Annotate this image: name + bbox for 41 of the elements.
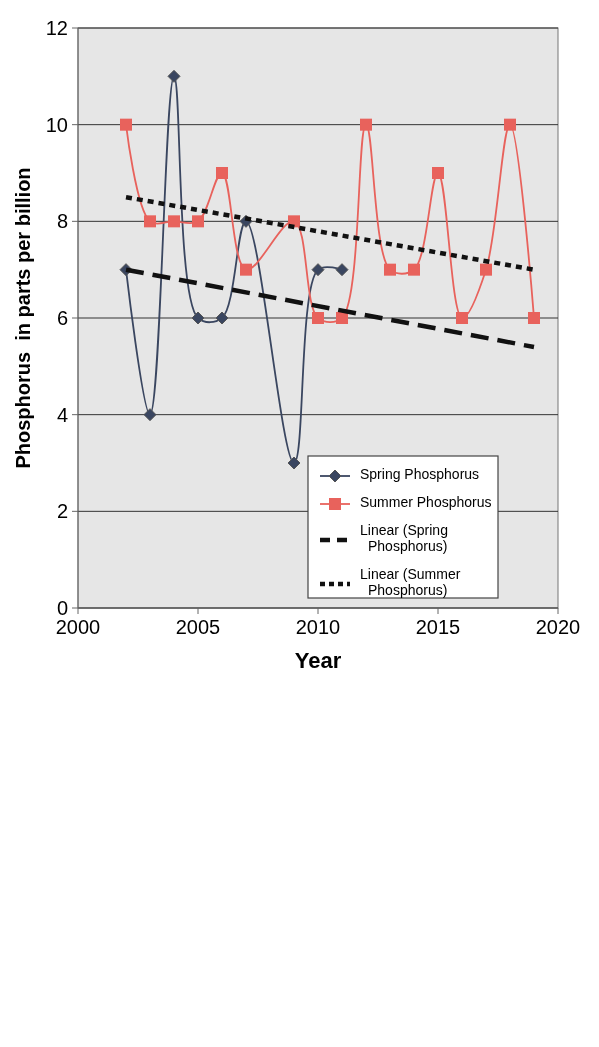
y-tick-label: 4 [56,403,68,426]
y-tick-label: 8 [56,210,68,233]
point [384,263,396,276]
point [191,311,205,325]
y-tick-label: 6 [56,307,68,329]
point [336,312,348,324]
point [120,118,132,131]
point [480,263,492,276]
point [432,167,444,179]
y-axis-title: Phosphorus in parts per billion [12,167,34,469]
point [192,215,204,228]
legend-label: Linear (Summer Phosphorus) [360,566,461,598]
legend-label: Linear (Spring Phosphorus) [360,522,448,554]
point [504,118,516,131]
point [240,263,252,276]
x-axis-title: Year [294,648,342,673]
x-tick-label: 2015 [415,616,461,638]
x-tick-label: 2010 [295,616,341,638]
point [168,215,180,228]
point [144,215,156,228]
legend-label: Spring Phosphorus [360,466,480,482]
point [528,312,540,324]
y-tick-label: 2 [56,500,68,523]
y-tick-label: 12 [45,17,68,39]
point [360,118,372,131]
y-tick-label: 10 [45,113,68,136]
point [216,167,228,179]
point [408,263,420,276]
x-tick-label: 2000 [55,616,101,638]
legend-label: Summer Phosphorus [360,494,492,510]
point [311,263,325,277]
x-tick-label: 2020 [535,616,581,638]
point [167,69,181,83]
point [215,311,229,325]
point [335,263,349,277]
point [312,312,324,324]
point [143,408,157,422]
point [456,312,468,324]
point [287,456,301,470]
x-tick-label: 2005 [175,616,221,638]
y-tick-label: 0 [56,597,68,619]
